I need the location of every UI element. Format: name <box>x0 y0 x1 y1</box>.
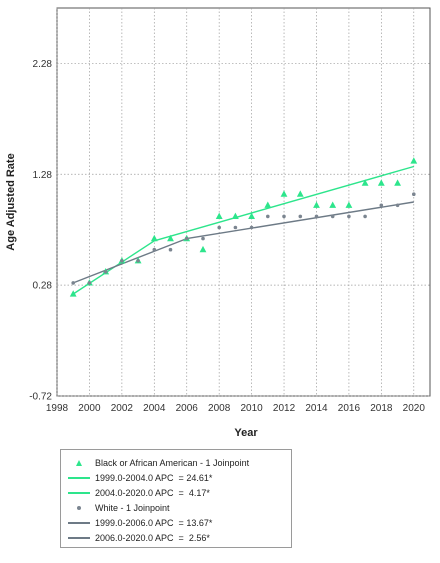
legend-item: 1999.0-2004.0 APC = 24.61* <box>67 470 291 485</box>
white-point <box>249 225 254 230</box>
legend-item: Black or African American - 1 Joinpoint <box>67 455 291 470</box>
white-point <box>87 281 92 285</box>
x-tick-label: 2016 <box>338 403 361 414</box>
y-tick-label: 2.28 <box>33 59 53 70</box>
black-african-american-point <box>377 179 385 186</box>
black-african-american-point <box>280 190 288 197</box>
y-axis-title: Age Adjusted Rate <box>5 153 17 250</box>
white-point <box>184 236 189 241</box>
black-african-american-point <box>264 201 272 208</box>
black-african-american-point <box>248 212 255 219</box>
white-point <box>314 214 319 219</box>
plot-area <box>56 7 431 397</box>
white-point <box>379 203 384 208</box>
legend-key <box>67 515 91 530</box>
black-african-american-point <box>69 290 77 297</box>
white-point <box>282 214 286 219</box>
x-tick-label: 2006 <box>176 403 199 414</box>
black-african-american-point <box>361 179 369 186</box>
white-point <box>103 270 108 274</box>
y-tick-label: -0.72 <box>29 392 52 403</box>
legend-label: White - 1 Joinpoint <box>95 502 170 513</box>
trend-lines <box>72 165 414 295</box>
black-african-american-point <box>232 212 239 219</box>
legend-key <box>67 470 91 485</box>
x-tick-label: 2008 <box>208 403 231 414</box>
white-point <box>298 214 303 219</box>
x-tick-label: 2000 <box>78 403 101 414</box>
white-point <box>363 214 367 219</box>
white-point <box>233 225 238 230</box>
x-tick-label: 2012 <box>273 403 296 414</box>
black-african-american-point <box>410 157 418 164</box>
white-point <box>168 247 173 252</box>
x-tick-label: 1998 <box>46 403 69 414</box>
white-point <box>120 259 124 263</box>
x-tick-label: 2004 <box>143 403 166 414</box>
white-point <box>201 236 205 241</box>
x-tick-label: 2014 <box>305 403 328 414</box>
legend-label: 1999.0-2004.0 APC = 24.61* <box>95 472 213 483</box>
legend-label: Black or African American - 1 Joinpoint <box>95 457 250 468</box>
trend-line <box>154 165 414 242</box>
white-point <box>266 214 270 219</box>
trend-line <box>72 237 187 284</box>
legend-key <box>67 500 91 515</box>
legend-key <box>67 485 91 500</box>
trend-line <box>186 201 414 240</box>
legend: Black or African American - 1 Joinpoint 1… <box>60 449 292 548</box>
legend-item: 1999.0-2006.0 APC = 13.67* <box>67 515 291 530</box>
grid-lines <box>56 8 430 397</box>
white-point <box>217 225 221 230</box>
chart: 1998 2000 2002 2004 2006 2008 2010 2012 2014 2016… <box>5 7 431 439</box>
x-tick-label: 2002 <box>111 403 134 414</box>
x-tick-label: 2020 <box>403 403 426 414</box>
legend-item: White - 1 Joinpoint <box>67 500 291 515</box>
white-point <box>71 281 75 285</box>
white-point <box>347 214 351 219</box>
black-african-american-point <box>167 234 174 242</box>
legend-key <box>67 455 91 470</box>
white-point <box>395 203 400 208</box>
legend-label: 2006.0-2020.0 APC = 2.56* <box>95 532 210 543</box>
black-african-american-point <box>329 201 337 208</box>
legend-key <box>67 530 91 545</box>
black-african-american-point <box>313 201 320 208</box>
x-tick-label: 2018 <box>370 403 393 414</box>
tick-labels: 1998 2000 2002 2004 2006 2008 2010 2012 2014 2016… <box>29 59 425 414</box>
black-african-american-point <box>215 212 223 219</box>
black-african-american-point <box>296 190 304 197</box>
data-points <box>69 157 418 297</box>
legend-label: 2004.0-2020.0 APC = 4.17* <box>95 487 210 498</box>
black-african-american-point <box>394 179 401 186</box>
legend-label: 1999.0-2006.0 APC = 13.67* <box>95 517 213 528</box>
white-point <box>330 214 335 219</box>
white-point <box>152 247 157 252</box>
legend-item: 2004.0-2020.0 APC = 4.17* <box>67 485 291 500</box>
x-axis-title: Year <box>234 427 258 439</box>
legend-item: 2006.0-2020.0 APC = 2.56* <box>67 530 291 545</box>
y-tick-label: 0.28 <box>33 281 53 292</box>
black-african-american-point <box>199 245 207 253</box>
black-african-american-point <box>345 201 353 208</box>
white-point <box>136 259 140 263</box>
white-point <box>412 192 416 196</box>
y-tick-label: 1.28 <box>33 170 53 181</box>
black-african-american-point <box>150 234 158 242</box>
x-tick-label: 2010 <box>240 403 263 414</box>
